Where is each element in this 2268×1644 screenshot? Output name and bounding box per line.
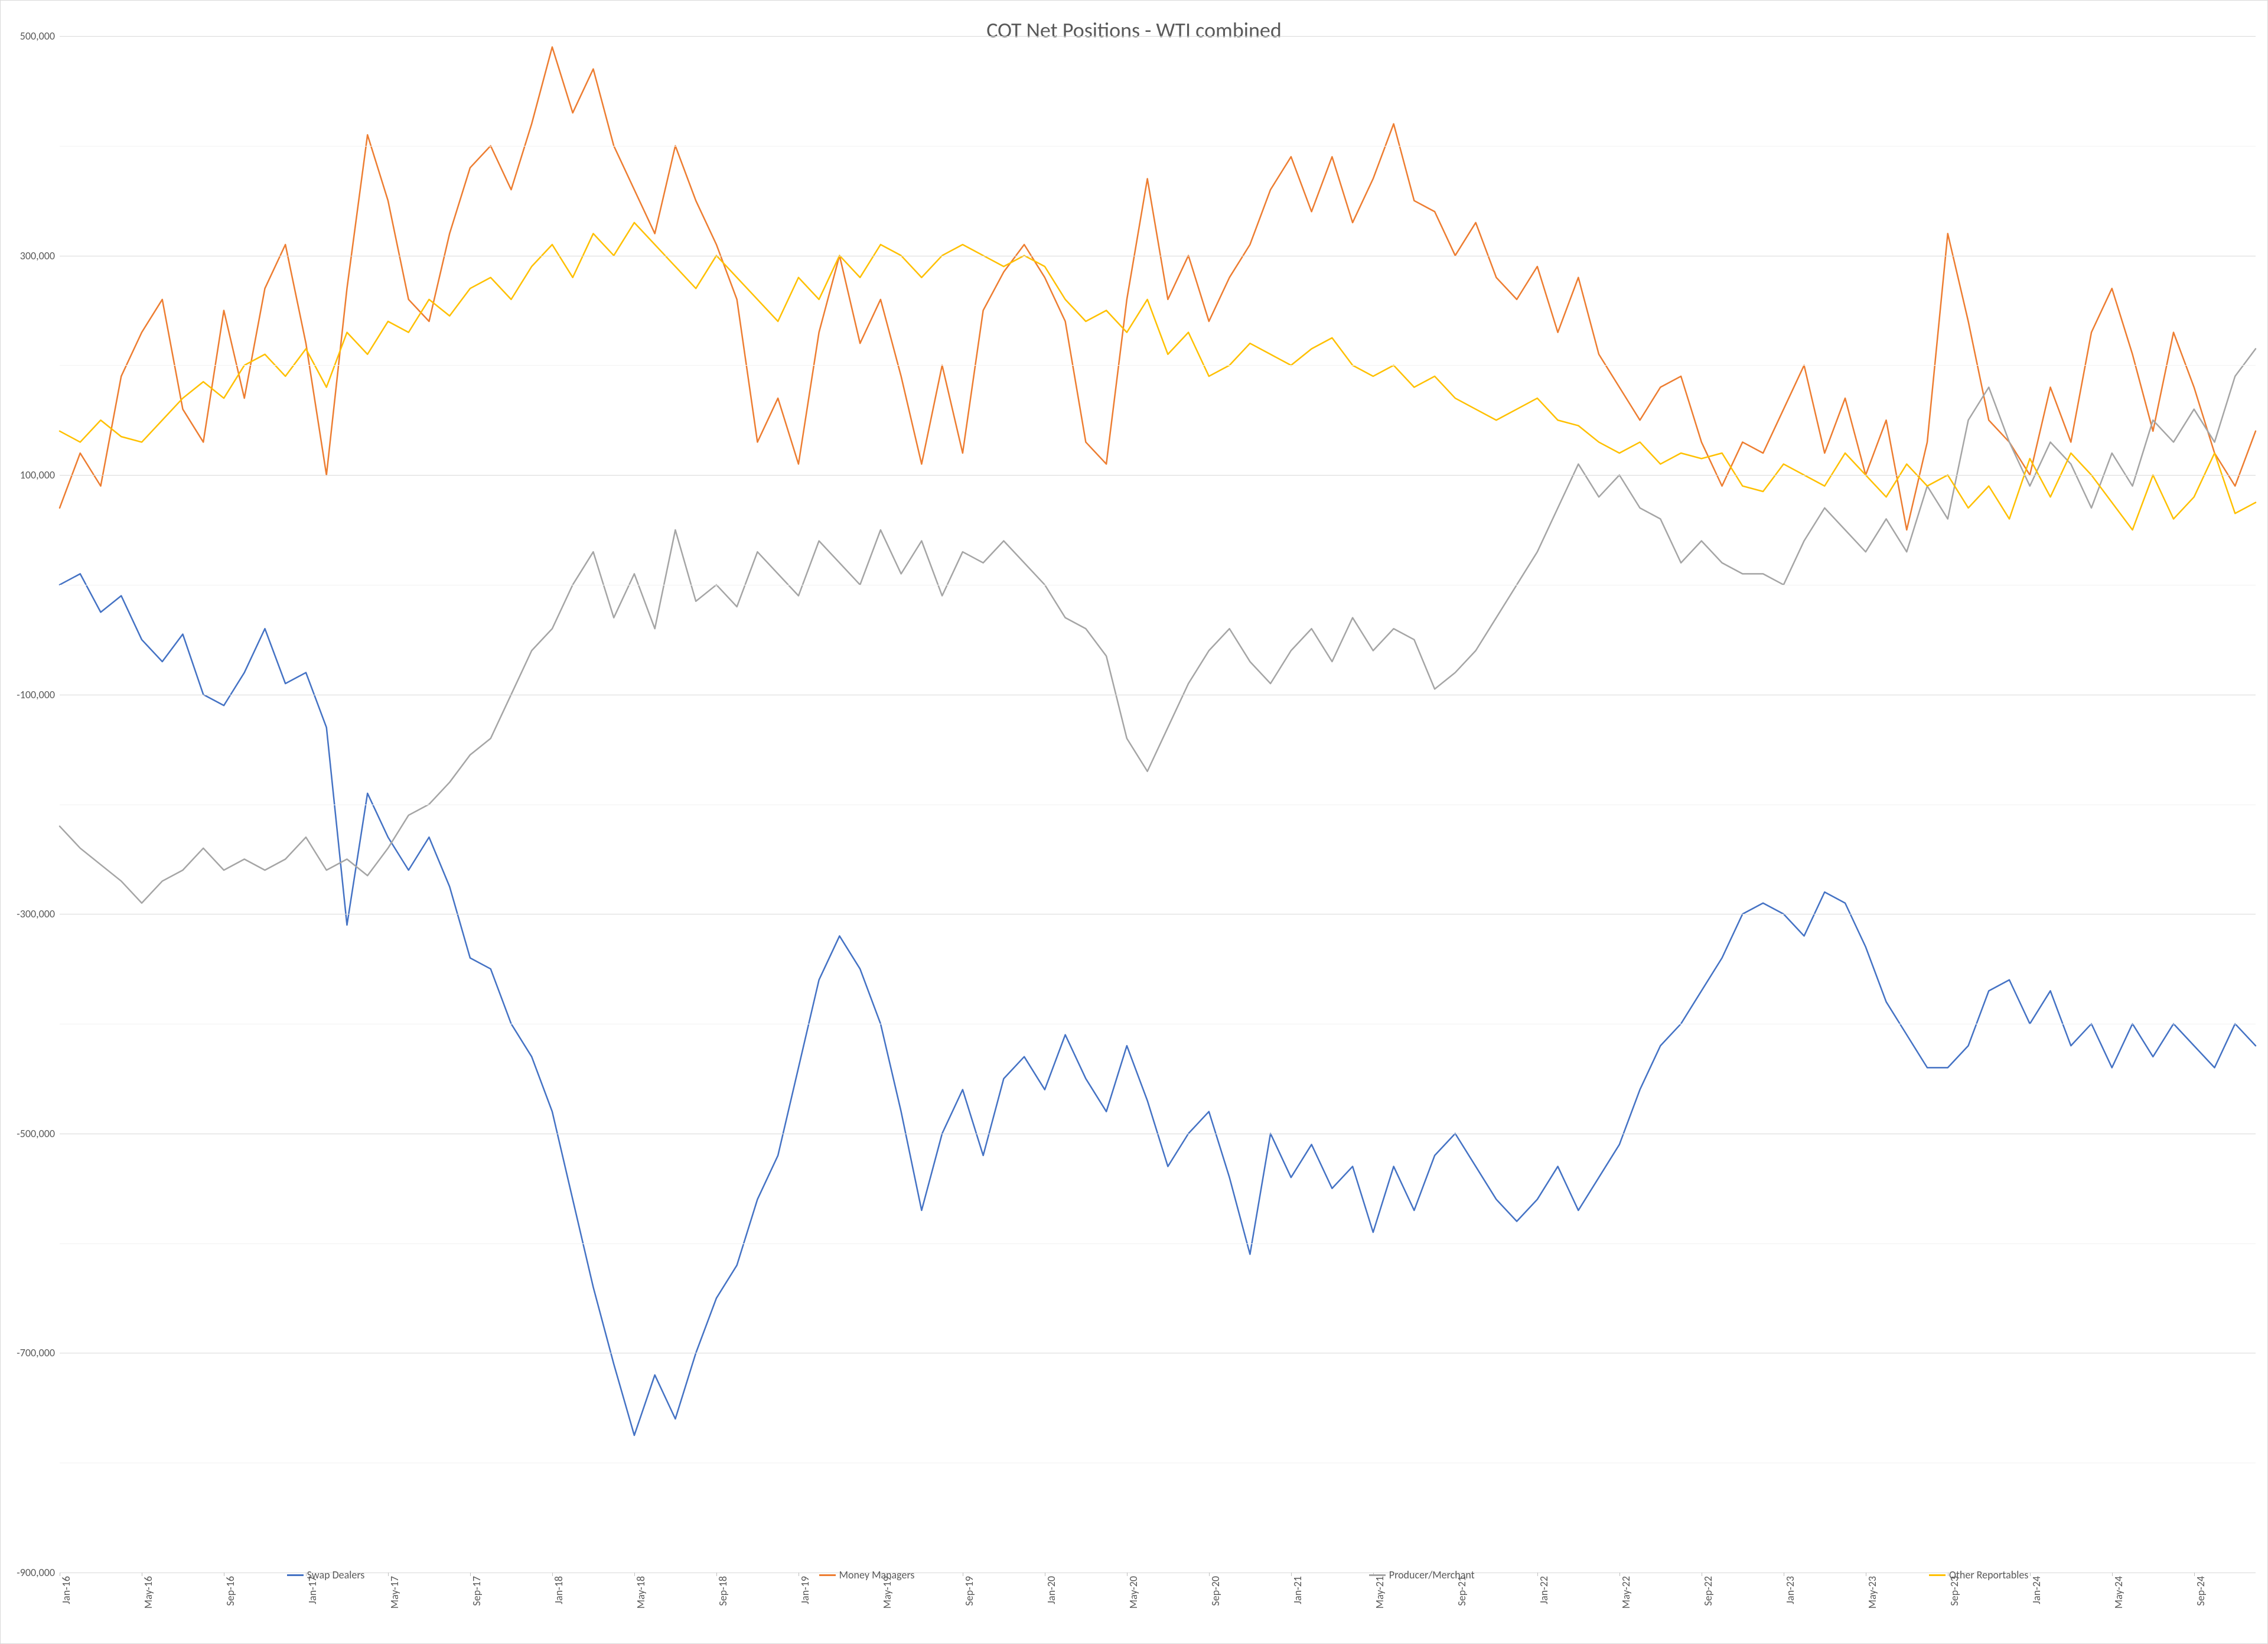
legend-label: Swap Dealers	[307, 1568, 365, 1581]
gridline-major	[60, 475, 2256, 476]
series-other-reportables	[60, 223, 2256, 530]
legend-item: Money Managers	[819, 1568, 915, 1581]
plot-area: -900,000-700,000-500,000-300,000-100,000…	[60, 36, 2256, 1573]
y-tick-label: -700,000	[17, 1346, 55, 1359]
series-money-managers	[60, 47, 2256, 530]
legend-item: Swap Dealers	[287, 1568, 365, 1581]
y-tick-label: 300,000	[20, 249, 55, 262]
y-tick-label: -300,000	[17, 907, 55, 920]
gridline-minor	[60, 365, 2256, 366]
y-tick-label: -900,000	[17, 1566, 55, 1579]
legend-label: Producer/Merchant	[1389, 1568, 1475, 1581]
series-producer-merchant	[60, 349, 2256, 903]
gridline-major	[60, 36, 2256, 37]
legend: Swap Dealers Money Managers Producer/Merch…	[60, 1568, 2256, 1582]
legend-item: Producer/Merchant	[1369, 1568, 1475, 1581]
gridline-minor	[60, 146, 2256, 147]
y-tick-label: 500,000	[20, 30, 55, 43]
gridline-minor	[60, 1243, 2256, 1244]
legend-swatch	[819, 1574, 836, 1576]
y-tick-label: -100,000	[17, 688, 55, 701]
y-tick-label: -500,000	[17, 1127, 55, 1140]
series-swap-dealers	[60, 574, 2256, 1435]
legend-label: Other Reportables	[1949, 1568, 2028, 1581]
legend-swatch	[287, 1574, 304, 1576]
legend-label: Money Managers	[839, 1568, 915, 1581]
chart-container: COT Net Positions - WTI combined -900,00…	[0, 0, 2268, 1644]
legend-swatch	[1929, 1574, 1946, 1576]
legend-item: Other Reportables	[1929, 1568, 2028, 1581]
y-tick-label: 100,000	[20, 468, 55, 481]
legend-swatch	[1369, 1574, 1386, 1576]
